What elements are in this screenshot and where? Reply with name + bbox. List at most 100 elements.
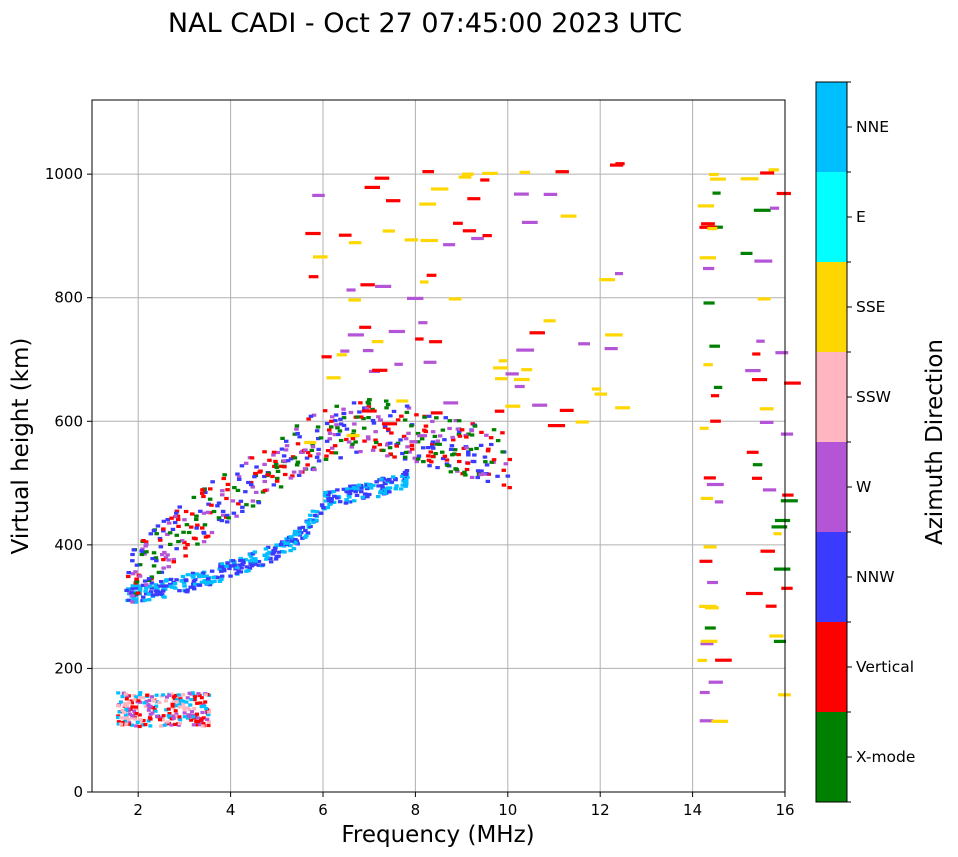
y-tick-label: 800 (54, 289, 83, 307)
echo-point (382, 491, 388, 495)
echo-point (250, 504, 256, 508)
echo-point (240, 505, 245, 509)
echo-point (196, 716, 201, 720)
echo-point (353, 440, 358, 444)
echo-point (455, 469, 460, 473)
echo-point (381, 448, 386, 452)
echo-point (144, 592, 149, 596)
echo-point (165, 532, 170, 536)
echo-point (243, 490, 248, 494)
echo-point (157, 590, 162, 594)
echo-point (311, 518, 316, 522)
echo-point (352, 422, 357, 426)
echo-point (273, 459, 278, 463)
echo-point (310, 443, 315, 447)
echo-point (179, 579, 184, 583)
echo-point (493, 366, 509, 370)
echo-point (701, 222, 715, 226)
echo-point (385, 403, 391, 407)
echo-point (615, 162, 625, 166)
echo-point (141, 723, 146, 727)
echo-point (394, 362, 403, 366)
echo-point (189, 525, 194, 529)
echo-point (130, 587, 135, 591)
echo-point (348, 241, 362, 245)
echo-point (700, 642, 714, 646)
echo-point (359, 325, 372, 329)
echo-point (201, 716, 206, 720)
echo-point (384, 406, 389, 410)
echo-point (529, 331, 545, 335)
echo-point (250, 563, 255, 567)
echo-point (243, 461, 249, 465)
echo-point (468, 447, 474, 451)
echo-point (182, 518, 187, 522)
echo-point (148, 532, 154, 536)
echo-point (166, 521, 172, 525)
echo-point (132, 698, 137, 702)
echo-point (132, 709, 137, 713)
echo-point (403, 450, 409, 454)
echo-point (615, 272, 624, 276)
echo-point (169, 723, 174, 727)
echo-point (132, 707, 137, 711)
echo-point (158, 592, 163, 596)
echo-point (207, 720, 211, 724)
echo-point (278, 464, 284, 468)
echo-point (155, 700, 159, 704)
echo-point (221, 476, 226, 481)
echo-point (752, 463, 763, 467)
echo-point (479, 469, 484, 473)
echo-point (710, 177, 726, 181)
echo-point (193, 578, 198, 582)
echo-point (306, 417, 311, 421)
echo-point (466, 453, 471, 457)
echo-point (253, 559, 258, 563)
echo-point (131, 597, 136, 601)
echo-point (139, 552, 145, 557)
colorbar-segment-ssw (816, 352, 847, 442)
echo-point (437, 434, 443, 438)
echo-point (171, 716, 176, 720)
echo-point (329, 446, 335, 450)
echo-point (195, 542, 200, 546)
echo-point (405, 445, 410, 449)
echo-point (448, 447, 454, 451)
echo-point (348, 298, 361, 302)
echo-point (123, 713, 128, 717)
x-tick-label: 12 (591, 801, 610, 819)
echo-point (429, 460, 434, 464)
echo-point (300, 536, 305, 540)
echo-point (262, 462, 267, 466)
echo-point (141, 583, 146, 587)
echo-point (359, 415, 364, 419)
echo-point (185, 573, 191, 577)
echo-point (604, 347, 618, 351)
echo-point (116, 722, 121, 726)
echo-point (313, 255, 328, 259)
echo-point (357, 410, 362, 414)
echo-point (123, 702, 128, 706)
colorbar-ticks: X-mode Vertical NNW W SSW SSE E NNE (847, 81, 915, 803)
echo-point (171, 585, 176, 589)
echo-point (234, 514, 239, 518)
echo-point (336, 353, 347, 357)
echo-point (175, 517, 181, 522)
echo-point (296, 473, 302, 477)
echo-point (329, 500, 334, 504)
echo-point (237, 563, 242, 567)
echo-point (385, 454, 390, 458)
echo-point (396, 399, 409, 403)
x-tick-label: 10 (498, 801, 517, 819)
echo-point (495, 439, 501, 443)
echo-point (225, 513, 230, 517)
echo-point (178, 718, 183, 722)
echo-point (136, 591, 141, 595)
echo-point (469, 475, 475, 479)
echo-point (159, 716, 164, 720)
echo-point (423, 424, 429, 428)
echo-point (204, 574, 209, 578)
echo-point (321, 506, 326, 510)
echo-point (141, 719, 146, 723)
echo-point (344, 487, 350, 491)
